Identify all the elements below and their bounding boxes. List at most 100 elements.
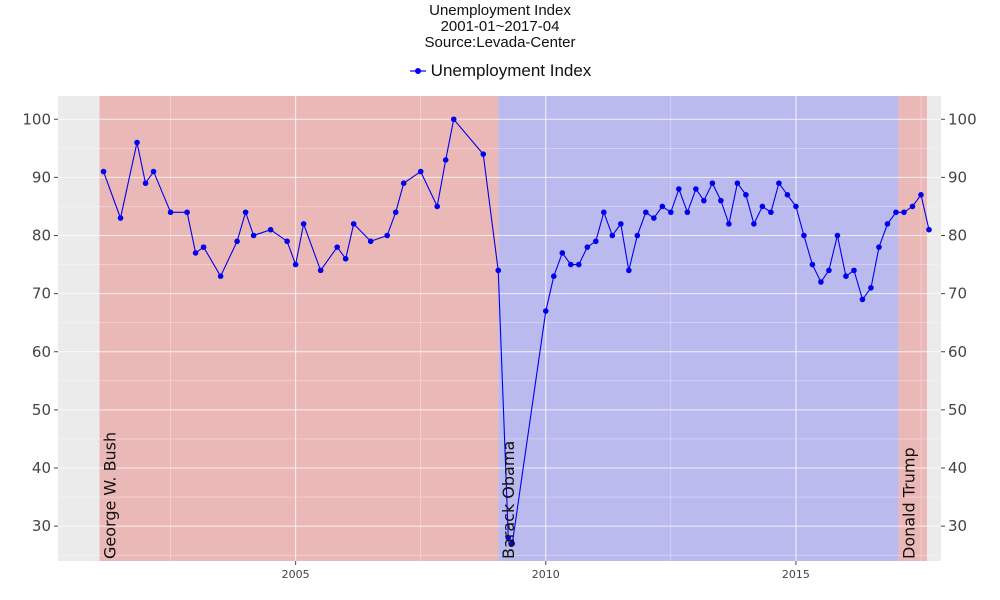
data-point xyxy=(834,232,841,239)
data-point xyxy=(726,221,732,227)
data-point xyxy=(651,215,657,221)
data-point xyxy=(267,226,274,233)
data-point xyxy=(868,285,874,291)
y-tick-label-right: 80 xyxy=(948,227,967,245)
data-point xyxy=(509,540,516,547)
data-point xyxy=(184,209,190,216)
y-tick-label-left: 50 xyxy=(32,401,51,419)
data-point xyxy=(575,261,582,268)
data-point xyxy=(776,180,782,186)
data-point xyxy=(734,180,741,186)
data-point xyxy=(693,186,699,192)
data-point xyxy=(567,261,574,268)
data-point xyxy=(150,168,157,175)
y-tick-label-left: 100 xyxy=(22,110,51,128)
data-point xyxy=(843,273,849,279)
data-point xyxy=(480,151,487,157)
data-point xyxy=(709,180,716,186)
x-tick-label: 2015 xyxy=(782,568,810,581)
data-point xyxy=(926,226,932,233)
y-tick-label-right: 40 xyxy=(948,459,967,477)
legend: Unemployment Index xyxy=(0,61,1000,81)
period-label-2: Donald Trump xyxy=(899,447,918,559)
data-point xyxy=(876,244,882,250)
data-point xyxy=(495,267,502,274)
y-tick-label-left: 30 xyxy=(32,517,51,535)
data-point xyxy=(768,209,774,216)
data-point xyxy=(618,221,624,227)
y-tick-label-right: 70 xyxy=(948,285,967,303)
period-band-2 xyxy=(898,96,927,561)
data-point xyxy=(559,250,566,256)
data-point xyxy=(809,261,816,268)
data-point xyxy=(659,203,666,210)
data-point xyxy=(584,244,591,250)
chart-title: Unemployment Index xyxy=(429,2,571,19)
y-tick-label-right: 50 xyxy=(948,401,967,419)
period-label-0: George W. Bush xyxy=(101,432,120,559)
period-band-1 xyxy=(498,96,899,561)
data-point xyxy=(400,180,407,186)
period-band-0 xyxy=(99,96,499,561)
data-point xyxy=(884,221,891,227)
data-point xyxy=(300,221,307,227)
data-point xyxy=(167,209,174,216)
data-point xyxy=(417,168,424,175)
data-point xyxy=(676,186,682,192)
data-point xyxy=(350,221,357,227)
data-point xyxy=(234,238,240,245)
data-point xyxy=(859,296,866,303)
y-tick-label-right: 30 xyxy=(948,517,967,535)
data-point xyxy=(134,139,140,146)
data-point xyxy=(918,192,924,198)
data-point xyxy=(450,116,457,123)
data-point xyxy=(851,267,857,274)
data-point xyxy=(284,238,290,245)
series-line xyxy=(102,118,930,546)
data-point xyxy=(317,267,324,274)
legend-series-label: Unemployment Index xyxy=(430,61,592,80)
data-point xyxy=(550,273,557,279)
data-point xyxy=(751,221,757,227)
data-point xyxy=(818,279,824,285)
chart-subtitle-range: 2001-01~2017-04 xyxy=(440,18,560,35)
data-point xyxy=(901,209,907,216)
x-tick-label: 2010 xyxy=(532,568,560,581)
x-tick-label: 2005 xyxy=(282,568,310,581)
data-point xyxy=(434,203,441,210)
data-point xyxy=(542,308,549,314)
data-point xyxy=(701,197,707,204)
data-point xyxy=(909,203,916,210)
data-point xyxy=(743,192,749,198)
data-point xyxy=(117,215,124,221)
data-point xyxy=(668,209,674,216)
data-point xyxy=(759,203,766,210)
data-point xyxy=(292,261,299,268)
data-point xyxy=(609,232,616,239)
y-tick-label-right: 90 xyxy=(948,168,967,186)
data-point xyxy=(505,534,512,541)
data-point xyxy=(192,250,199,256)
data-point xyxy=(718,197,724,204)
data-point xyxy=(801,232,807,239)
period-label-1: Barack Obama xyxy=(499,441,518,559)
data-point xyxy=(384,232,390,239)
data-point xyxy=(250,232,257,239)
data-point xyxy=(200,244,207,250)
data-point xyxy=(634,232,641,239)
y-tick-label-left: 40 xyxy=(32,459,51,477)
data-point xyxy=(601,209,607,216)
data-point xyxy=(367,238,374,245)
data-point xyxy=(626,267,632,274)
data-point xyxy=(217,273,224,279)
data-point xyxy=(334,244,340,250)
legend-line-marker-icon xyxy=(409,68,426,74)
data-point xyxy=(242,209,249,216)
y-tick-label-left: 60 xyxy=(32,343,51,361)
data-point xyxy=(643,209,649,216)
data-point xyxy=(784,192,791,198)
y-tick-label-left: 90 xyxy=(32,168,51,186)
y-tick-label-right: 100 xyxy=(948,110,977,128)
y-tick-label-left: 70 xyxy=(32,285,51,303)
